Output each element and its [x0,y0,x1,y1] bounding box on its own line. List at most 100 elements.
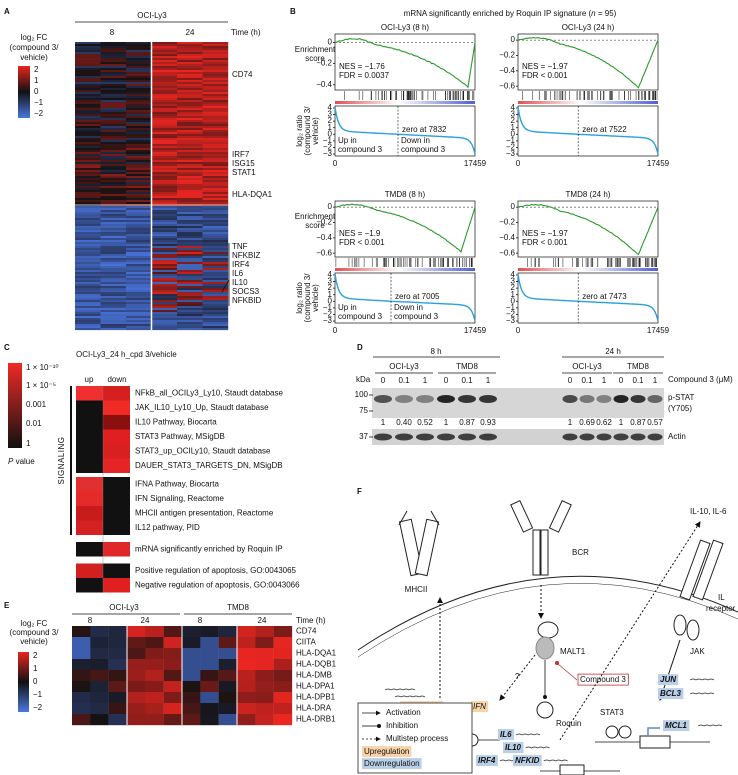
heatmap-cell [177,324,203,327]
heatmap-cell [151,196,178,199]
heatmap-cell [151,68,178,71]
heatmap-cell [100,52,127,55]
heatmap-cell [100,326,127,329]
heatmap-cell [126,320,152,323]
heatmap-cell [151,160,178,163]
heatmap-cell [100,92,127,95]
heatmap-cell [126,200,152,203]
heatmap-cell [100,276,127,279]
heatmap-cell [126,108,152,111]
heatmap-cell [76,415,103,430]
band [630,433,646,441]
heatmap-cell [100,162,127,165]
protein-label: p-STAT [668,393,694,402]
heatmap-cell [151,62,178,65]
heatmap-cell [273,714,293,726]
heatmap-cell [126,276,152,279]
heatmap-cell [218,670,238,682]
heatmap-cell [151,300,178,303]
heatmap-cell [75,170,101,173]
heatmap-cell [75,190,101,193]
heatmap-cell [75,86,101,89]
heatmap-cell [177,76,203,79]
heatmap-cell [100,312,127,315]
heatmap-cell [126,180,152,183]
heatmap-cell [108,681,128,693]
heatmap-cell [126,264,152,267]
heatmap-cell [177,320,203,323]
heatmap-cell [126,328,152,331]
heatmap-cell [90,681,109,693]
legend-label: Upregulation [364,747,409,756]
enrichment-curve [517,37,659,89]
heatmap-cell [177,220,203,223]
heatmap-cell [177,118,203,121]
heatmap-cell [151,276,178,279]
heatmap-cell [177,136,203,139]
pathway-label: Positive regulation of apoptosis, GO:004… [135,566,297,575]
heatmap-cell [151,162,178,165]
heatmap-cell [202,62,229,65]
heatmap-cell [177,98,203,101]
heatmap-cell [72,670,91,682]
heatmap-cell [151,170,178,173]
heatmap-cell [177,272,203,275]
heatmap-cell [202,278,229,281]
heatmap-cell [202,230,229,233]
dose-label: 1 [486,376,491,385]
heatmap-cell [151,306,178,309]
heatmap-cell [100,72,127,75]
heatmap-cell [236,681,256,693]
time-label: 24 h [605,347,621,356]
heatmap-cell [126,112,152,115]
tick-label: 4 [511,270,516,279]
heatmap-cell [202,252,229,255]
heatmap-cell [100,282,127,285]
heatmap-cell [151,244,178,247]
nes-label: NES = −1.97 [522,229,568,238]
heatmap-cell [218,659,238,671]
heatmap-cell [151,78,178,81]
heatmap-cell [103,563,130,578]
heatmap-cell [100,138,127,141]
heatmap-cell [126,194,152,197]
enrichment-curve [517,203,659,256]
heatmap-cell [126,54,152,57]
heatmap-cell [202,50,229,53]
band [562,395,578,403]
heatmap-cell [151,190,178,193]
heatmap-cell [202,218,229,221]
tick-label: −2 [323,310,333,319]
bcr-arm [548,500,572,533]
heatmap-cell [202,220,229,223]
heatmap-cell [236,626,256,638]
marker-label: 75 [359,406,368,415]
heatmap-cell [200,626,219,638]
heatmap-cell [75,284,101,287]
heatmap-cell [151,172,178,175]
heatmap-cell [273,648,293,660]
band [416,433,434,441]
heatmap-cell [75,162,101,165]
legend-tick: −2 [33,703,43,712]
time-label: 8 h [430,347,441,356]
band [374,395,392,403]
tick-label: 17459 [464,326,487,335]
heatmap-cell [151,216,178,219]
heatmap-cell [76,458,103,473]
heatmap-cell [126,681,146,693]
heatmap-cell [177,208,203,211]
heatmap-cell [202,242,229,245]
quantification: 1 [444,418,449,427]
heatmap-cell [177,258,203,261]
cell-line-label: OCI-Ly3 [389,362,419,371]
cell-line-label: TMD8 [456,362,478,371]
heatmap-cell [151,154,178,157]
heatmap-cell [126,322,152,325]
heatmap-cell [151,54,178,57]
heatmap-cell [163,637,183,649]
up-label: Up in [338,303,357,312]
heatmap-cell [75,132,101,135]
heatmap-cell [100,228,127,231]
heatmap-cell [202,118,229,121]
